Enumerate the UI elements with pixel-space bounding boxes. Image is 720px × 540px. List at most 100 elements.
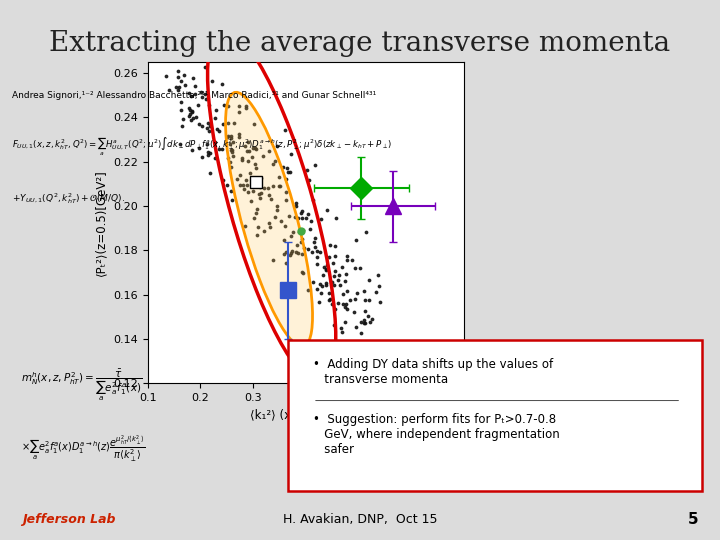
- Point: [366, 315, 378, 323]
- Point: [349, 264, 361, 272]
- Text: H. Avakian, DNP,  Oct 15: H. Avakian, DNP, Oct 15: [283, 514, 437, 526]
- Point: [269, 213, 281, 221]
- Point: [235, 180, 246, 189]
- Point: [225, 186, 237, 195]
- Point: [160, 72, 171, 80]
- Point: [306, 217, 318, 225]
- Y-axis label: ⟨Pₜ²⟩(z=0.5)[GeV²]: ⟨Pₜ²⟩(z=0.5)[GeV²]: [94, 170, 107, 276]
- Point: [173, 86, 184, 94]
- Point: [309, 160, 320, 169]
- Point: [279, 222, 291, 231]
- Point: [265, 195, 276, 204]
- Point: [284, 212, 295, 220]
- Point: [282, 167, 293, 176]
- Point: [341, 305, 353, 314]
- Point: [292, 214, 304, 222]
- Point: [257, 152, 269, 160]
- Point: [233, 108, 244, 117]
- Point: [325, 295, 336, 303]
- Point: [344, 295, 356, 304]
- Point: [333, 299, 344, 307]
- Point: [226, 145, 238, 154]
- Point: [256, 173, 267, 182]
- Point: [327, 259, 338, 268]
- Point: [262, 183, 274, 192]
- Point: [233, 102, 245, 111]
- Point: [324, 288, 336, 297]
- Point: [200, 94, 212, 103]
- Point: [320, 266, 331, 275]
- Point: [186, 92, 197, 100]
- Point: [302, 210, 314, 219]
- Point: [285, 248, 297, 257]
- Point: [359, 296, 371, 305]
- Point: [222, 153, 234, 162]
- Point: [267, 181, 279, 190]
- Point: [264, 222, 276, 231]
- Point: [204, 169, 216, 178]
- Point: [185, 116, 197, 124]
- Point: [330, 213, 342, 222]
- Point: [364, 296, 375, 305]
- Point: [314, 298, 325, 307]
- Point: [307, 247, 318, 256]
- Point: [284, 167, 296, 176]
- Point: [186, 146, 198, 154]
- Point: [199, 90, 211, 99]
- Point: [249, 160, 261, 168]
- Point: [374, 281, 385, 290]
- Point: [201, 124, 212, 132]
- Point: [186, 106, 198, 115]
- Text: Jefferson Lab: Jefferson Lab: [22, 514, 115, 526]
- Point: [346, 255, 358, 264]
- Point: [263, 191, 274, 199]
- Point: [307, 195, 319, 204]
- Point: [206, 77, 217, 85]
- Point: [302, 166, 313, 174]
- Point: [217, 144, 228, 153]
- Point: [195, 87, 207, 96]
- Point: [273, 173, 284, 181]
- Point: [189, 82, 201, 90]
- Point: [337, 300, 348, 308]
- Point: [268, 160, 279, 168]
- Point: [175, 77, 186, 85]
- Point: [355, 329, 366, 338]
- Point: [213, 145, 225, 153]
- Point: [170, 83, 181, 91]
- Point: [174, 30, 185, 39]
- Point: [303, 176, 315, 185]
- Point: [355, 317, 366, 326]
- Point: [279, 126, 291, 134]
- Point: [282, 164, 293, 172]
- Point: [187, 74, 199, 83]
- Point: [298, 244, 310, 252]
- Point: [271, 141, 283, 150]
- Point: [363, 275, 374, 284]
- Point: [225, 134, 237, 143]
- Point: [190, 112, 202, 121]
- Point: [216, 79, 228, 88]
- Point: [243, 147, 254, 156]
- Point: [304, 225, 315, 233]
- Point: [248, 120, 260, 129]
- Point: [194, 144, 205, 152]
- Point: [240, 102, 251, 110]
- Point: [184, 89, 195, 97]
- Point: [226, 196, 238, 205]
- Point: [237, 153, 248, 162]
- Text: •  Suggestion: perform fits for Pₜ>0.7-0.8
   GeV, where independent fragmentati: • Suggestion: perform fits for Pₜ>0.7-0.…: [312, 413, 559, 456]
- Point: [249, 144, 261, 152]
- Point: [311, 253, 323, 262]
- Point: [210, 113, 221, 122]
- Point: [359, 315, 370, 324]
- Point: [316, 282, 328, 291]
- Point: [251, 204, 263, 213]
- Point: [358, 319, 369, 327]
- Point: [177, 114, 189, 123]
- Text: $\times \sum_a e_a^2 f_1^a(x) D_1^{a\to h}(z) \dfrac{e^{\mu_{hT}^2/\langle k_\pe: $\times \sum_a e_a^2 f_1^a(x) D_1^{a\to …: [21, 434, 145, 465]
- Point: [197, 122, 208, 130]
- Point: [277, 163, 289, 172]
- Point: [351, 235, 362, 244]
- Point: [348, 307, 359, 316]
